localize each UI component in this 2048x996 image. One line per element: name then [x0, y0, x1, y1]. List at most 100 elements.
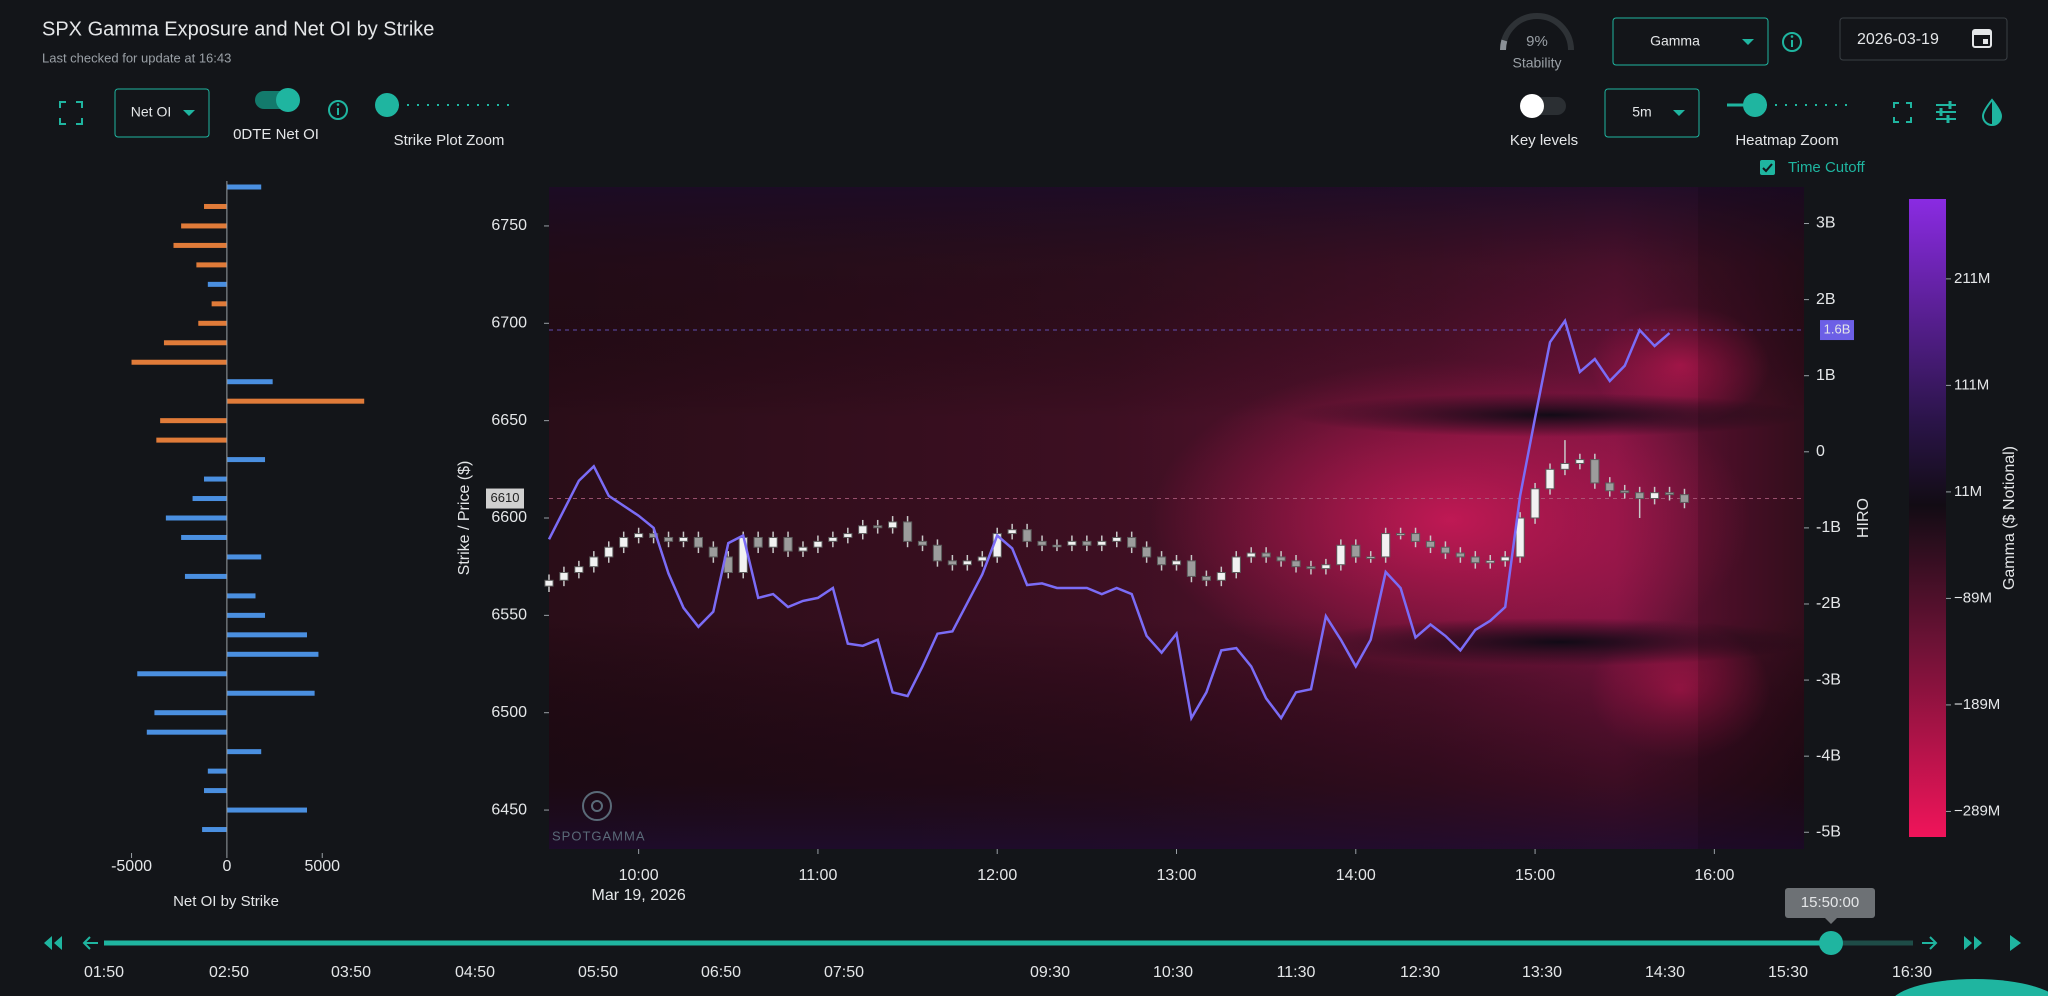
checkmark[interactable]	[1762, 163, 1773, 173]
candle-body	[873, 525, 883, 529]
watermark: SPOTGAMMA	[552, 828, 646, 843]
x-tick-label: 5000	[304, 858, 340, 875]
candle-body	[1022, 529, 1032, 542]
strike-zoom-slider[interactable]	[375, 93, 513, 117]
candle-body	[1395, 533, 1406, 536]
timeline-label: 05:50	[578, 964, 618, 981]
mode-dropdown[interactable]: Gamma	[1612, 17, 1769, 66]
dropdown-box[interactable]	[1604, 88, 1700, 138]
timeline-label: 01:50	[84, 964, 124, 981]
settings-handles[interactable]	[1939, 101, 1952, 123]
colorbar-tick-label: −289M	[1954, 802, 2000, 819]
candle-body	[1679, 494, 1690, 503]
strike-bar	[163, 340, 227, 346]
dropdown-value[interactable]: Gamma	[1650, 33, 1700, 49]
colorbar-tick-label: 111M	[1954, 376, 1989, 393]
candle-body	[1037, 540, 1047, 546]
candle-body	[1171, 560, 1182, 566]
y2-axis-title: HIRO	[1855, 498, 1872, 538]
step-back-icon[interactable]	[82, 936, 98, 950]
candle-body	[1381, 533, 1391, 558]
strike-bar	[173, 242, 227, 248]
date-picker[interactable]: 2026-03-19	[1839, 17, 2008, 61]
date-value[interactable]: 2026-03-19	[1857, 31, 1939, 48]
info-icon[interactable]	[328, 100, 348, 120]
dropdown-arrow[interactable]	[1673, 110, 1685, 116]
strike-bar	[204, 788, 227, 794]
settings-icon[interactable]	[1936, 101, 1956, 123]
colorbar-title: Gamma ($ Notional)	[2001, 446, 2018, 590]
interval-dropdown[interactable]: 5m	[1604, 88, 1700, 138]
timeline-tooltip	[1785, 888, 1875, 918]
candle-body	[1515, 517, 1525, 558]
calendar-top[interactable]	[1973, 30, 1991, 35]
timeline-label: 11:30	[1277, 964, 1316, 981]
slider-knob[interactable]	[375, 93, 399, 117]
candle-body	[574, 566, 584, 574]
strike-bar	[226, 612, 266, 618]
toggle-knob[interactable]	[276, 88, 300, 112]
candle-body	[1052, 544, 1062, 548]
oi-dropdown[interactable]: Net OI	[114, 88, 210, 138]
y-tick-label: 6650	[491, 412, 527, 429]
y2-tick-label: 3B	[1816, 215, 1836, 232]
dropdown-box[interactable]	[1612, 17, 1769, 66]
checkbox-label[interactable]: Time Cutoff	[1788, 159, 1866, 176]
info-circle[interactable]	[328, 100, 348, 120]
candle-body	[783, 536, 793, 552]
step-forward-icon[interactable]	[1922, 936, 1938, 950]
candle-body	[1410, 533, 1421, 542]
fast-forward-icon[interactable]	[1964, 936, 1982, 950]
play-icon[interactable]	[2010, 935, 2021, 951]
y-tick-label: 6500	[491, 704, 527, 721]
key-levels-toggle[interactable]	[1520, 94, 1566, 118]
candle-body	[753, 536, 763, 548]
candle-body	[813, 540, 823, 548]
watermark-logo: SPOTGAMMA	[552, 791, 646, 843]
expand-icon[interactable]	[59, 101, 83, 125]
candle-body	[1440, 546, 1451, 554]
calendar-day[interactable]	[1983, 39, 1988, 44]
colorbar-tick-label: 211M	[1954, 270, 1990, 287]
strike-bar	[198, 320, 227, 326]
candle-body	[1575, 459, 1585, 464]
dropdown-arrow[interactable]	[1742, 39, 1754, 45]
dropdown-box[interactable]	[114, 88, 210, 138]
strike-bar	[211, 301, 227, 307]
strike-bar	[226, 749, 262, 755]
checkbox[interactable]	[1760, 160, 1775, 175]
slider-knob[interactable]	[1743, 93, 1767, 117]
theme-icon-fill[interactable]	[1992, 100, 2001, 125]
info-dot[interactable]	[1790, 35, 1794, 38]
info-dot[interactable]	[336, 103, 340, 106]
info-icon[interactable]	[1782, 32, 1802, 52]
candle-body	[828, 536, 838, 542]
x-tick-label: 16:00	[1694, 867, 1734, 884]
timeline-knob[interactable]	[1819, 931, 1843, 955]
candle-body	[604, 546, 614, 558]
settings-lines[interactable]	[1936, 104, 1956, 120]
date-box[interactable]	[1839, 17, 2008, 61]
dropdown-arrow[interactable]	[183, 110, 195, 116]
heatmap-zoom-slider[interactable]	[1727, 93, 1852, 117]
0dte-toggle[interactable]	[255, 88, 300, 112]
candle-body	[843, 533, 853, 538]
rewind-icon[interactable]	[44, 936, 62, 950]
timeline-label: 04:50	[455, 964, 495, 981]
time-cutoff-checkbox[interactable]	[1760, 160, 1775, 175]
strike-bar	[154, 710, 227, 716]
strike-bar	[184, 573, 227, 579]
dropdown-value[interactable]: 5m	[1632, 104, 1651, 120]
info-circle[interactable]	[1782, 32, 1802, 52]
candle-body	[1649, 492, 1660, 500]
tooltip-text: 15:50:00	[1801, 894, 1859, 911]
dropdown-value[interactable]: Net OI	[131, 104, 171, 120]
candle-body	[977, 556, 987, 562]
expand-icon[interactable]	[1893, 102, 1912, 123]
stability-value: 9%	[1526, 33, 1548, 50]
candle-body	[1590, 459, 1600, 484]
candle-body	[1082, 540, 1092, 546]
chat-button[interactable]	[1890, 979, 2048, 996]
x-sublabel: Mar 19, 2026	[592, 887, 686, 904]
toggle-knob[interactable]	[1520, 94, 1544, 118]
